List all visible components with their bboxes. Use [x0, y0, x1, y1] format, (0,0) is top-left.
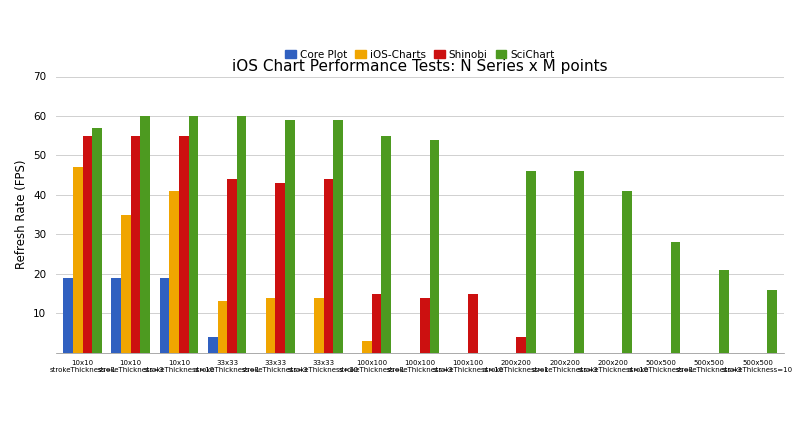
- Bar: [140, 116, 150, 353]
- Bar: [227, 179, 237, 353]
- Bar: [334, 120, 343, 353]
- Bar: [275, 183, 285, 353]
- Bar: [218, 301, 227, 353]
- Bar: [767, 289, 777, 353]
- Bar: [130, 136, 140, 353]
- Title: iOS Chart Performance Tests: N Series x M points: iOS Chart Performance Tests: N Series x …: [232, 59, 608, 74]
- Bar: [670, 242, 680, 353]
- Bar: [382, 136, 391, 353]
- Bar: [170, 191, 179, 353]
- Bar: [719, 270, 729, 353]
- Bar: [121, 215, 130, 353]
- Bar: [372, 294, 382, 353]
- Bar: [63, 278, 73, 353]
- Bar: [73, 167, 82, 353]
- Legend: Core Plot, iOS-Charts, Shinobi, SciChart: Core Plot, iOS-Charts, Shinobi, SciChart: [281, 46, 559, 64]
- Y-axis label: Refresh Rate (FPS): Refresh Rate (FPS): [14, 160, 27, 269]
- Bar: [526, 171, 536, 353]
- Bar: [468, 294, 478, 353]
- Bar: [574, 171, 584, 353]
- Bar: [517, 337, 526, 353]
- Bar: [208, 337, 218, 353]
- Bar: [622, 191, 632, 353]
- Bar: [111, 278, 121, 353]
- Bar: [430, 140, 439, 353]
- Bar: [266, 298, 275, 353]
- Bar: [314, 298, 323, 353]
- Bar: [420, 298, 430, 353]
- Bar: [82, 136, 92, 353]
- Bar: [189, 116, 198, 353]
- Bar: [323, 179, 334, 353]
- Bar: [285, 120, 294, 353]
- Bar: [237, 116, 246, 353]
- Bar: [362, 341, 372, 353]
- Bar: [92, 128, 102, 353]
- Bar: [179, 136, 189, 353]
- Bar: [160, 278, 170, 353]
